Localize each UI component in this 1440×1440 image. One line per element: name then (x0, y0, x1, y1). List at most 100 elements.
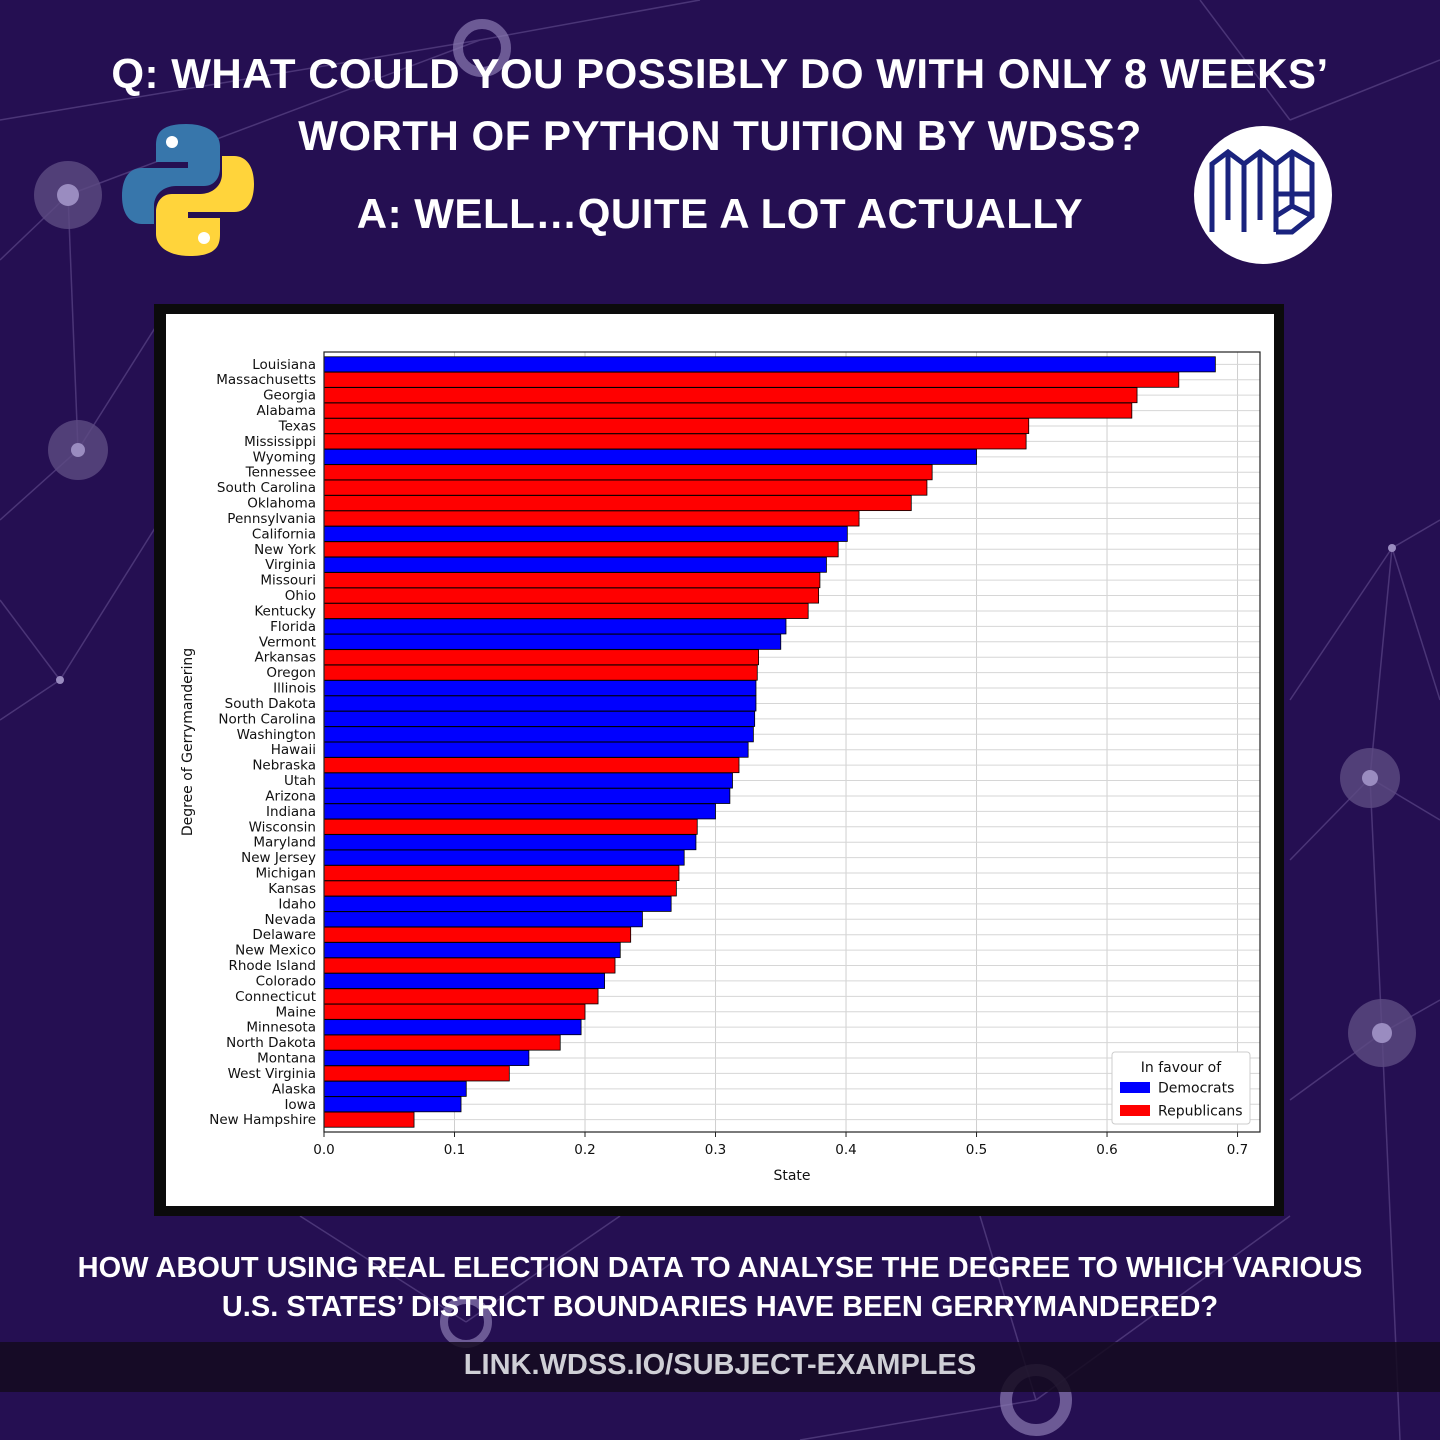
bar (323, 1096, 462, 1113)
category-label: Pennsylvania (227, 511, 316, 527)
category-label: Washington (237, 727, 316, 743)
category-label: Wyoming (253, 449, 316, 465)
x-tick-label: 0.2 (574, 1142, 595, 1158)
bar (323, 988, 599, 1005)
x-tick-label: 0.3 (705, 1142, 726, 1158)
bar (323, 1050, 530, 1066)
category-label: Arizona (265, 788, 316, 804)
category-label: Utah (284, 773, 316, 789)
bar (323, 710, 756, 727)
x-axis-label: State (773, 1168, 810, 1184)
bar (323, 803, 716, 820)
category-label: New Hampshire (209, 1112, 316, 1128)
category-label: Mississippi (244, 434, 316, 450)
bar (323, 495, 912, 512)
category-label: New Jersey (241, 850, 316, 866)
category-label: South Dakota (225, 696, 316, 712)
bar (323, 695, 757, 712)
bar (323, 957, 616, 974)
category-label: Connecticut (235, 989, 316, 1005)
category-label: Minnesota (246, 1020, 316, 1036)
category-label: Michigan (255, 866, 316, 882)
bar (323, 972, 605, 989)
category-label: Arkansas (254, 650, 316, 666)
category-label: New York (254, 542, 316, 558)
x-tick-label: 0.4 (835, 1142, 856, 1158)
y-axis-label: Degree of Gerrymandering (180, 648, 196, 836)
bar (323, 926, 632, 943)
category-label: New Mexico (235, 943, 316, 959)
category-label: Texas (278, 418, 316, 434)
category-label: Oregon (266, 665, 316, 681)
x-tick-label: 0.5 (966, 1142, 987, 1158)
category-label: Louisiana (252, 357, 316, 373)
category-label: Indiana (266, 804, 316, 820)
category-label: Oklahoma (247, 496, 316, 512)
bar (323, 849, 685, 866)
plot-area-border (323, 351, 1261, 1133)
question-line-1: Q: WHAT COULD YOU POSSIBLY DO WITH ONLY … (111, 50, 1329, 97)
legend-swatch (1120, 1082, 1150, 1093)
bar (323, 1003, 586, 1020)
bar (323, 464, 933, 481)
category-label: Colorado (256, 973, 316, 989)
bar (323, 603, 809, 619)
bar (323, 680, 757, 697)
bar (323, 479, 928, 496)
bar (323, 1065, 510, 1082)
category-label: Ohio (285, 588, 316, 604)
bar (323, 649, 759, 666)
bar (323, 1019, 582, 1036)
answer-line: A: WELL…QUITE A LOT ACTUALLY (356, 190, 1084, 237)
category-label: North Dakota (226, 1035, 316, 1051)
bar (323, 895, 672, 912)
bar (323, 433, 1027, 450)
category-label: Maryland (253, 835, 316, 851)
legend-swatch (1120, 1105, 1150, 1116)
category-label: Iowa (284, 1097, 316, 1113)
category-label: California (252, 526, 316, 542)
category-label: Hawaii (271, 742, 316, 758)
question-line-2: WORTH OF PYTHON TUITION BY WDSS? (298, 112, 1142, 159)
bar (323, 834, 697, 851)
bar (323, 664, 758, 681)
category-label: Idaho (278, 896, 316, 912)
x-tick-label: 0.0 (313, 1142, 334, 1158)
category-label: Tennessee (245, 465, 316, 481)
category-label: Alabama (256, 403, 316, 419)
category-label: Kentucky (254, 603, 316, 619)
category-label: Wisconsin (249, 819, 316, 835)
footer-line-2: U.S. STATES’ DISTRICT BOUNDARIES HAVE BE… (221, 1291, 1219, 1323)
wdss-logo-icon (1194, 126, 1332, 264)
category-label: Georgia (263, 388, 316, 404)
legend-label: Democrats (1158, 1081, 1234, 1097)
category-label: Maine (275, 1004, 316, 1020)
category-label: West Virginia (228, 1066, 316, 1082)
bar (323, 587, 820, 604)
category-label: Nevada (264, 912, 316, 928)
bar (323, 525, 848, 542)
bar (323, 1034, 561, 1051)
category-label: Kansas (268, 881, 316, 897)
category-label: South Carolina (217, 480, 316, 496)
category-label: Delaware (252, 927, 316, 943)
link-bar (0, 1342, 1440, 1392)
bar (323, 387, 1138, 404)
x-tick-label: 0.6 (1096, 1142, 1117, 1158)
bar (323, 618, 787, 635)
category-label: Rhode Island (228, 958, 316, 974)
bar (323, 726, 754, 743)
category-label: Vermont (259, 634, 316, 650)
footer-line-1: HOW ABOUT USING REAL ELECTION DATA TO AN… (77, 1252, 1363, 1284)
subject-examples-link[interactable]: LINK.WDSS.IO/SUBJECT-EXAMPLES (463, 1349, 977, 1381)
python-logo-icon (122, 124, 254, 256)
legend-title: In favour of (1141, 1060, 1222, 1076)
category-label: Missouri (260, 573, 316, 589)
category-label: Alaska (272, 1081, 316, 1097)
bar (323, 572, 821, 589)
bar (323, 402, 1133, 419)
bar (323, 772, 733, 789)
bar (323, 757, 740, 774)
gerrymandering-bar-chart: LouisianaMassachusettsGeorgiaAlabamaTexa… (180, 351, 1261, 1184)
